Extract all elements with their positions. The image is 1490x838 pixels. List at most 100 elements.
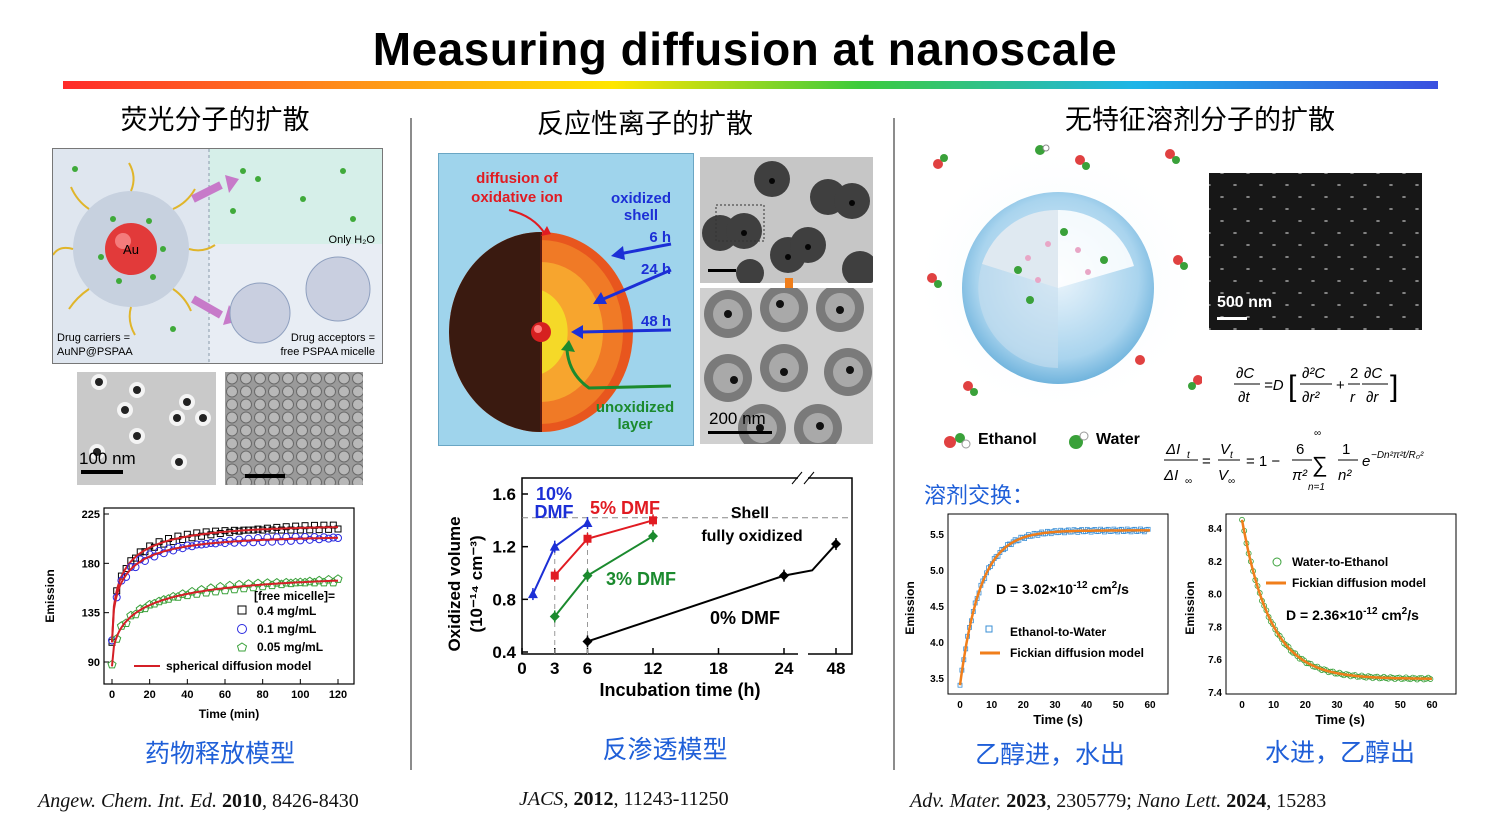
release-point-circle bbox=[310, 533, 319, 542]
release-point-circle bbox=[272, 533, 281, 542]
label-6h: 6 h bbox=[649, 229, 671, 246]
svg-text:∞: ∞ bbox=[1228, 476, 1235, 487]
rainbow-underline bbox=[63, 81, 1438, 89]
page-title: Measuring diffusion at nanoscale bbox=[372, 23, 1118, 75]
ref-pages: , 8426-8430 bbox=[262, 790, 359, 812]
water-molecule-icon bbox=[1069, 431, 1089, 449]
point-dmf3 bbox=[648, 531, 658, 542]
tem-image-core-shell-small bbox=[700, 157, 878, 287]
svg-text:n²: n² bbox=[1338, 467, 1352, 484]
release-point-pentagon bbox=[262, 578, 272, 587]
hollow-sphere-schematic bbox=[908, 140, 1208, 418]
release-point-circle bbox=[253, 534, 262, 543]
ref-journal-adv: Adv. Mater. bbox=[910, 790, 1002, 812]
oxidized-line2: shell bbox=[624, 207, 658, 224]
wte-y-tick: 7.4 bbox=[1208, 688, 1222, 699]
etw-d-value: D = 3.02×10-12 cm2/s bbox=[996, 580, 1129, 597]
solvent-exchange-label: 溶剂交换： bbox=[924, 484, 1035, 509]
etw-legend-1: Fickian diffusion model bbox=[1010, 646, 1144, 660]
oxid-x-tick: 18 bbox=[709, 659, 728, 678]
wte-x-tick: 60 bbox=[1426, 700, 1438, 711]
release-fit-line bbox=[111, 579, 339, 667]
oxidation-drawing: diffusion of oxidative ion oxidized shel… bbox=[449, 170, 674, 433]
svg-text:∞: ∞ bbox=[1314, 428, 1321, 439]
point-dmf3 bbox=[549, 611, 560, 622]
wte-x-tick: 40 bbox=[1363, 700, 1375, 711]
release-chart: 225 180 135 90 0 20 40 60 80 100 120 Emission Time… bbox=[42, 500, 362, 725]
label-shell: Shell bbox=[731, 505, 769, 522]
release-point-pentagon bbox=[168, 591, 178, 601]
svg-text:π²: π² bbox=[1292, 467, 1308, 484]
svg-text:∂t: ∂t bbox=[1238, 389, 1250, 406]
wte-fit-line bbox=[1240, 519, 1432, 680]
etw-frame bbox=[947, 513, 1169, 695]
etw-x-tick: 40 bbox=[1081, 700, 1093, 711]
release-point-square bbox=[207, 531, 215, 539]
wte-d-value: D = 2.36×10-12 cm2/s bbox=[1286, 606, 1419, 623]
legend-water: Water bbox=[1096, 431, 1140, 448]
oxid-y-unit: (10⁻¹⁴ cm⁻³) bbox=[467, 535, 486, 632]
release-legend-2: 0.05 mg/mL bbox=[257, 640, 323, 654]
etw-y-tick: 3.5 bbox=[930, 674, 944, 685]
release-y-tick: 90 bbox=[88, 657, 100, 669]
reference-jacs: JACS, 2012, 11243-11250 bbox=[519, 788, 729, 810]
label-24h: 24 h bbox=[641, 261, 671, 278]
etw-y-tick: 5.5 bbox=[930, 530, 944, 541]
label-10-dmf-1: 10% bbox=[536, 484, 572, 504]
release-point-pentagon bbox=[253, 578, 263, 588]
release-point-pentagon bbox=[243, 579, 254, 588]
release-x-tick: 40 bbox=[181, 689, 193, 701]
wte-x-tick: 30 bbox=[1331, 700, 1343, 711]
ethanol-to-water-svg: 5.5 5.0 4.5 4.0 3.5 0 10 20 30 40 50 60 Emission Ti… bbox=[903, 513, 1169, 727]
only-water-label: Only H₂O bbox=[329, 234, 376, 246]
release-point-pentagon bbox=[121, 618, 131, 627]
wte-legend-0: Water-to-Ethanol bbox=[1292, 555, 1388, 569]
tem-core-shell-small-drawing bbox=[702, 161, 878, 287]
svg-text:∑: ∑ bbox=[1312, 452, 1328, 477]
drug-release-drawing: Au Only H₂O Drug carriers = AuNP@PSPAA D… bbox=[52, 149, 382, 363]
svg-text:∂C: ∂C bbox=[1364, 365, 1382, 382]
svg-text:[: [ bbox=[1288, 370, 1297, 403]
reference-angew: Angew. Chem. Int. Ed. 2010, 8426-8430 bbox=[38, 790, 359, 813]
release-point-square bbox=[197, 532, 205, 540]
column-divider-left bbox=[410, 118, 412, 770]
oxid-x-tick: 12 bbox=[644, 659, 663, 678]
release-point-square bbox=[132, 554, 140, 562]
etw-y-title: Emission bbox=[903, 581, 917, 634]
wte-point bbox=[1290, 649, 1296, 656]
svg-text:6: 6 bbox=[1296, 441, 1304, 458]
oxidation-chart-svg: 1.61.20.80.40 3 6 12 18 24 48 Oxidized volume … bbox=[445, 471, 853, 700]
release-fit-line bbox=[111, 526, 338, 643]
release-y-title: Emission bbox=[43, 569, 57, 622]
point-dmf10 bbox=[582, 517, 593, 527]
caption-reverse-osmosis: 反渗透模型 bbox=[602, 735, 728, 764]
wte-y-tick: 7.8 bbox=[1208, 622, 1222, 633]
point-dmf0 bbox=[779, 570, 789, 581]
ref-journal-jacs: JACS bbox=[519, 788, 564, 810]
wte-frame bbox=[1225, 513, 1457, 695]
point-dmf3 bbox=[582, 570, 593, 581]
release-y-tick: 225 bbox=[82, 509, 100, 521]
release-y-tick: 135 bbox=[82, 608, 100, 620]
wte-y-tick: 8.2 bbox=[1208, 557, 1222, 568]
etw-x-tick: 20 bbox=[1018, 700, 1030, 711]
oxidation-schematic: diffusion of oxidative ion oxidized shel… bbox=[438, 153, 694, 446]
tem-image-core-shell-large: 200 nm bbox=[700, 284, 873, 452]
label-fully-oxidized: fully oxidized bbox=[701, 528, 802, 545]
oxid-y-tick: 0.8 bbox=[492, 590, 516, 609]
wte-x-tick: 50 bbox=[1395, 700, 1407, 711]
tem-image-hollow-spheres: 500 nm bbox=[1209, 173, 1422, 330]
series-line-dmf10 bbox=[532, 522, 589, 595]
axis-break-gap bbox=[798, 474, 808, 658]
release-point-square bbox=[212, 527, 220, 535]
point-dmf5 bbox=[550, 571, 559, 580]
release-point-square bbox=[334, 525, 342, 533]
carriers-line2: AuNP@PSPAA bbox=[57, 346, 133, 358]
etw-x-tick: 30 bbox=[1049, 700, 1061, 711]
svg-text:∂C: ∂C bbox=[1236, 365, 1254, 382]
release-x-tick: 20 bbox=[144, 689, 156, 701]
wte-x-tick: 0 bbox=[1239, 700, 1245, 711]
svg-text:t: t bbox=[1187, 450, 1191, 461]
unox-line1: unoxidized bbox=[596, 399, 674, 416]
acceptors-line1: Drug acceptors = bbox=[291, 332, 375, 344]
